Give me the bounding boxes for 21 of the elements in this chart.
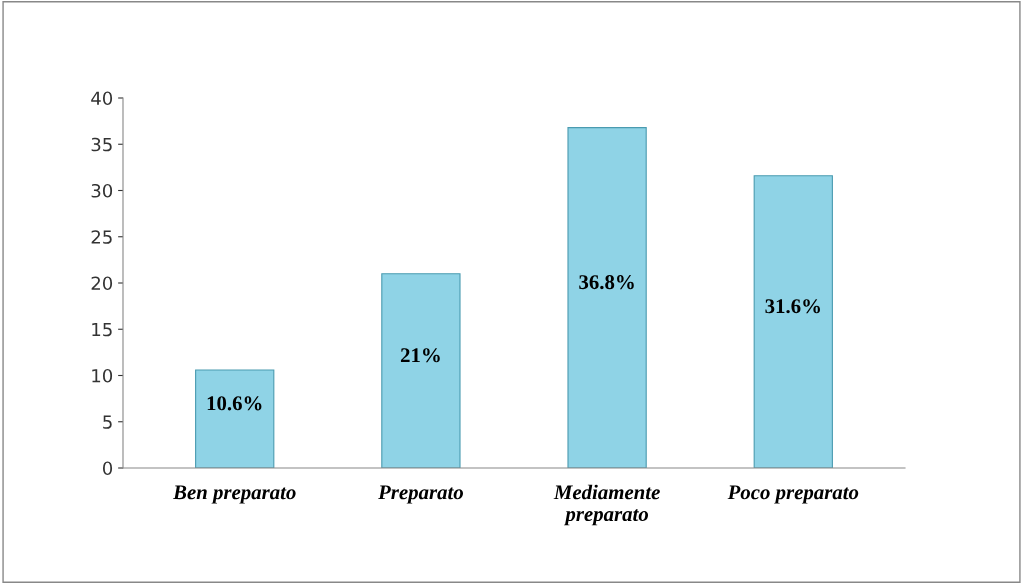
y-tick-label: 20 [91,276,113,291]
y-tick-label: 15 [92,322,112,337]
data-label: 36.8% [579,275,634,290]
y-tick-label: 30 [91,183,113,198]
x-tick-label: Mediamente preparato [553,484,660,526]
y-tick-label: 40 [91,91,113,106]
y-tick-label: 25 [91,230,112,244]
y-tick-label: 35 [91,137,112,152]
data-label: 10.6% [207,396,262,411]
y-tick-label: 5 [103,415,112,429]
x-tick-label: Ben preparato [172,485,296,504]
y-tick-label: 0 [102,461,113,476]
bar [753,175,833,468]
y-tick-label: 10 [92,368,113,383]
data-label: 21% [400,348,440,363]
bar [567,127,647,468]
x-tick-label: Poco preparato [727,485,859,504]
data-label: 31.6% [765,299,820,314]
x-tick-label: Preparato [378,485,464,504]
bar [381,273,461,468]
bar [195,369,275,468]
